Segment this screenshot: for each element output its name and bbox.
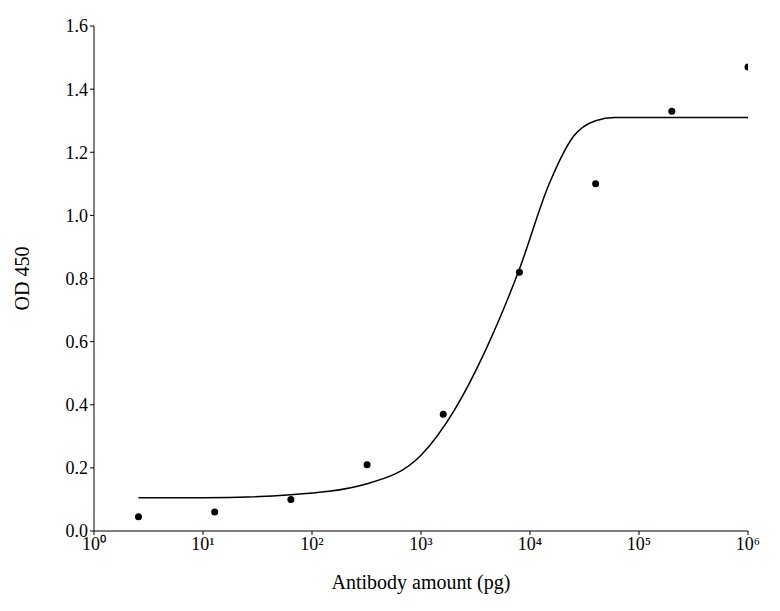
- svg-text:10⁴: 10⁴: [518, 534, 542, 554]
- svg-text:1.0: 1.0: [66, 206, 89, 226]
- svg-text:1.2: 1.2: [66, 143, 89, 163]
- svg-text:1.4: 1.4: [66, 80, 89, 100]
- svg-text:10⁶: 10⁶: [736, 534, 760, 554]
- svg-text:0.0: 0.0: [66, 521, 89, 541]
- svg-text:1.6: 1.6: [66, 16, 89, 36]
- svg-text:0.2: 0.2: [66, 458, 89, 478]
- svg-text:Antibody amount (pg): Antibody amount (pg): [332, 571, 511, 594]
- svg-text:10⁰: 10⁰: [82, 533, 106, 554]
- svg-text:OD 450: OD 450: [11, 247, 33, 311]
- svg-text:0.4: 0.4: [66, 395, 89, 415]
- svg-text:0.6: 0.6: [66, 332, 89, 352]
- svg-text:10²: 10²: [300, 534, 323, 554]
- svg-text:10³: 10³: [409, 534, 433, 554]
- svg-text:10¹: 10¹: [191, 534, 214, 554]
- svg-text:0.8: 0.8: [66, 269, 89, 289]
- svg-text:10⁵: 10⁵: [627, 534, 651, 554]
